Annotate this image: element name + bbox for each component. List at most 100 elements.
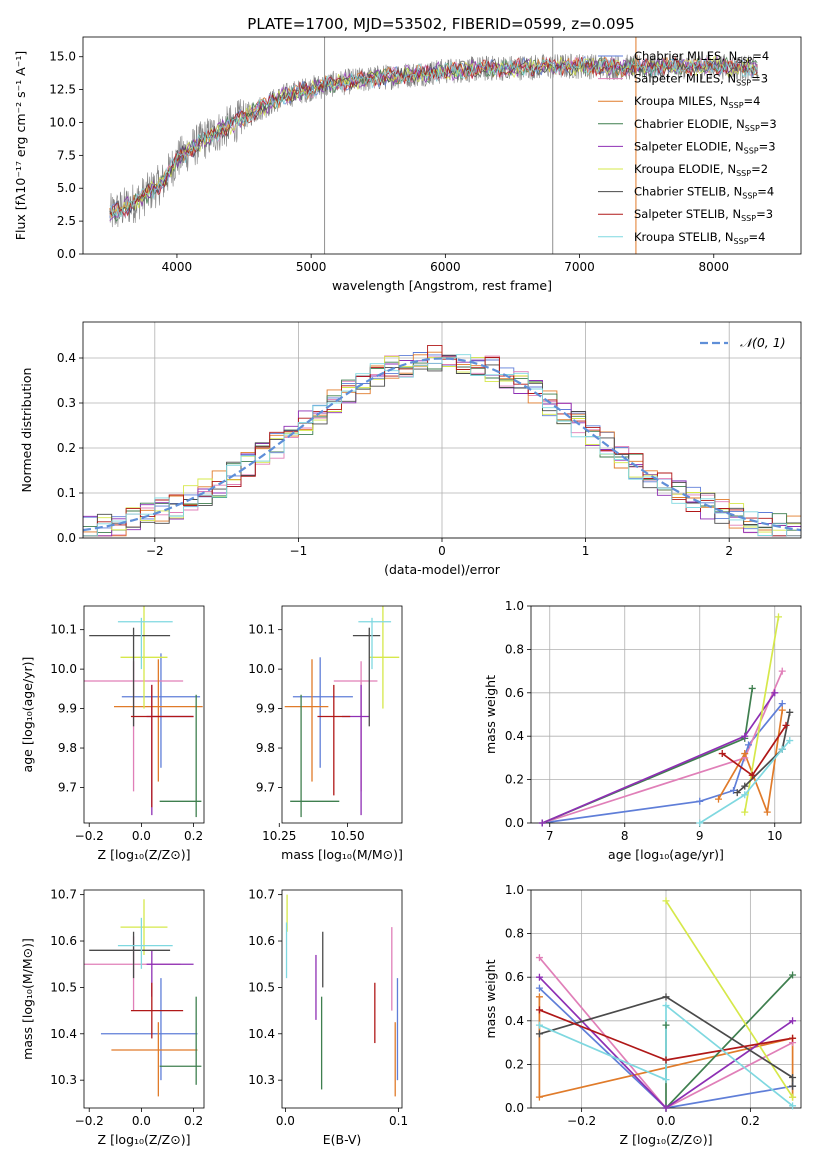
figure-title: PLATE=1700, MJD=53502, FIBERID=0599, z=0…: [247, 15, 634, 33]
y-tick-label: 10.7: [248, 888, 275, 902]
x-tick-label: 0.2: [741, 1114, 760, 1128]
y-tick-label: 0.2: [505, 773, 524, 787]
y-tick-label: 0.0: [57, 247, 76, 261]
weight-marker-kroupa-stelib: [786, 737, 794, 745]
y-tick-label: 0.8: [505, 927, 524, 941]
x-tick-label: 0: [438, 544, 446, 558]
axes-frame: [83, 605, 205, 824]
weight-marker-chabrier-stelib: [662, 993, 670, 1001]
weight-marker-chabrier-miles: [778, 700, 786, 708]
weight-marker-kroupa-elodie: [789, 1093, 797, 1101]
histogram-kroupa-stelib: [83, 354, 801, 538]
weight-marker-chabrier-stelib: [789, 1073, 797, 1081]
y-tick-label: 1.0: [505, 883, 524, 897]
legend-label-chabrier-elodie: Chabrier ELODIE, NSSP=3: [634, 117, 777, 133]
y-axis-label: mass weight: [483, 959, 498, 1038]
x-tick-label: −0.2: [75, 1114, 104, 1128]
panel-weight-vs-age: 7 8 9 10 0.0 0.2 0.4 0.6 0.8 1.0 age [log₁₀(age/yr…: [483, 599, 802, 862]
model-spectrum-chabrier-stelib: [109, 57, 758, 217]
y-tick-label: 0.4: [505, 1014, 524, 1028]
x-tick-label: 1: [582, 544, 590, 558]
weight-marker-chabrier-stelib: [733, 789, 741, 797]
weight-line-chabrier-stelib: [539, 995, 794, 1087]
weight-line-chabrier-elodie: [541, 688, 754, 823]
axes-frame: [83, 889, 205, 1109]
weight-marker-chabrier-stelib: [741, 782, 749, 790]
y-tick-label: 10.5: [248, 980, 275, 994]
weight-marker-kroupa-elodie: [741, 808, 749, 816]
model-spectrum-kroupa-stelib: [109, 58, 758, 217]
y-tick-label: 0.1: [57, 486, 76, 500]
y-tick-label: 0.8: [505, 642, 524, 656]
axes-frame: [281, 605, 403, 824]
y-axis-label: age [log₁₀(age/yr)]: [20, 657, 35, 773]
weight-marker-chabrier-elodie: [789, 971, 797, 979]
x-tick-label: 10.50: [330, 829, 364, 843]
normal-curve: [83, 357, 801, 532]
x-tick-label: −1: [290, 544, 308, 558]
panel-weight-vs-Z: −0.2 0.0 0.2 0.0 0.2 0.4 0.6 0.8 1.0 Z [log₁₀(Z/Z…: [483, 883, 802, 1147]
legend-label-salpeter-stelib: Salpeter STELIB, NSSP=3: [634, 207, 773, 223]
weight-marker-kroupa-elodie: [775, 613, 782, 621]
y-tick-label: 10.6: [50, 934, 77, 948]
weight-marker-chabrier-miles: [745, 741, 752, 749]
y-tick-label: 0.4: [57, 351, 76, 365]
weight-marker-salpeter-stelib: [535, 1006, 543, 1014]
weight-marker-chabrier-elodie: [748, 684, 756, 692]
plot-area: [285, 894, 399, 1097]
y-tick-label: 10.1: [50, 623, 77, 637]
weight-marker-kroupa-miles: [715, 795, 722, 803]
weight-marker-salpeter-miles: [778, 667, 786, 675]
model-spectrum-salpeter-stelib: [109, 56, 758, 217]
y-tick-label: 0.4: [505, 729, 524, 743]
legend-label-kroupa-stelib: Kroupa STELIB, NSSP=4: [634, 230, 765, 246]
y-tick-label: 9.7: [256, 780, 275, 794]
weight-marker-chabrier-miles: [696, 797, 704, 805]
observed-spectrum: [109, 53, 759, 228]
y-tick-label: 0.6: [505, 686, 524, 700]
y-tick-label: 0.2: [505, 1057, 524, 1071]
plot-area: [284, 606, 400, 818]
y-tick-label: 9.9: [58, 702, 77, 716]
y-tick-label: 10.4: [50, 1027, 77, 1041]
y-tick-label: 10.0: [50, 662, 77, 676]
x-tick-label: 10: [767, 829, 782, 843]
spectrum-legend: Chabrier MILES, NSSP=4 Salpeter MILES, NS…: [598, 49, 777, 246]
weight-marker-kroupa-stelib: [741, 791, 749, 799]
x-axis-label: age [log₁₀(age/yr)]: [608, 847, 724, 862]
x-axis-label: Z [log₁₀(Z/Z⊙)]: [98, 1132, 191, 1147]
y-tick-label: 1.0: [505, 599, 524, 613]
weight-marker-chabrier-stelib: [789, 1082, 797, 1090]
weight-marker-kroupa-miles: [535, 1093, 543, 1101]
weight-line-salpeter-miles: [538, 957, 793, 1108]
panel-residuals: −2 −1 0 1 2 0.0 0.1 0.2 0.3 0.4 (data-model)/error…: [19, 321, 802, 577]
x-axis-label: mass [log₁₀(M/M⊙)]: [281, 847, 403, 862]
weight-line-kroupa-miles: [717, 710, 784, 816]
weight-marker-salpeter-elodie: [535, 973, 543, 981]
y-tick-label: 10.5: [50, 980, 77, 994]
y-tick-label: 10.0: [248, 662, 275, 676]
x-axis-label: E(B-V): [323, 1132, 362, 1147]
plot-area: [538, 900, 794, 1108]
y-tick-label: 10.6: [248, 934, 275, 948]
residual-legend: 𝒩(0, 1): [700, 335, 786, 350]
y-axis-label: Normed distribution: [19, 368, 34, 493]
weight-marker-kroupa-miles: [778, 706, 786, 714]
weight-line-salpeter-elodie: [541, 692, 776, 823]
x-tick-label: 0.2: [184, 1114, 203, 1128]
y-tick-label: 0.0: [505, 816, 524, 830]
weight-marker-salpeter-miles: [535, 954, 543, 962]
weight-marker-salpeter-elodie: [741, 732, 749, 740]
weight-line-chabrier-miles: [538, 987, 793, 1108]
x-tick-label: 0.0: [132, 829, 151, 843]
axes-frame: [82, 321, 802, 539]
y-tick-label: 10.0: [49, 115, 76, 129]
plot-area: [83, 344, 801, 538]
y-tick-label: 0.0: [505, 1101, 524, 1115]
weight-marker-salpeter-stelib: [789, 1034, 797, 1042]
y-tick-label: 9.7: [58, 780, 77, 794]
weight-marker-salpeter-stelib: [782, 721, 790, 729]
panel-age-vs-Z: −0.2 0.0 0.2 9.7 9.8 9.9 10.0 10.1 Z [log₁₀(Z/Z⊙…: [20, 605, 205, 862]
x-axis-label: wavelength [Angstrom, rest frame]: [332, 278, 552, 293]
